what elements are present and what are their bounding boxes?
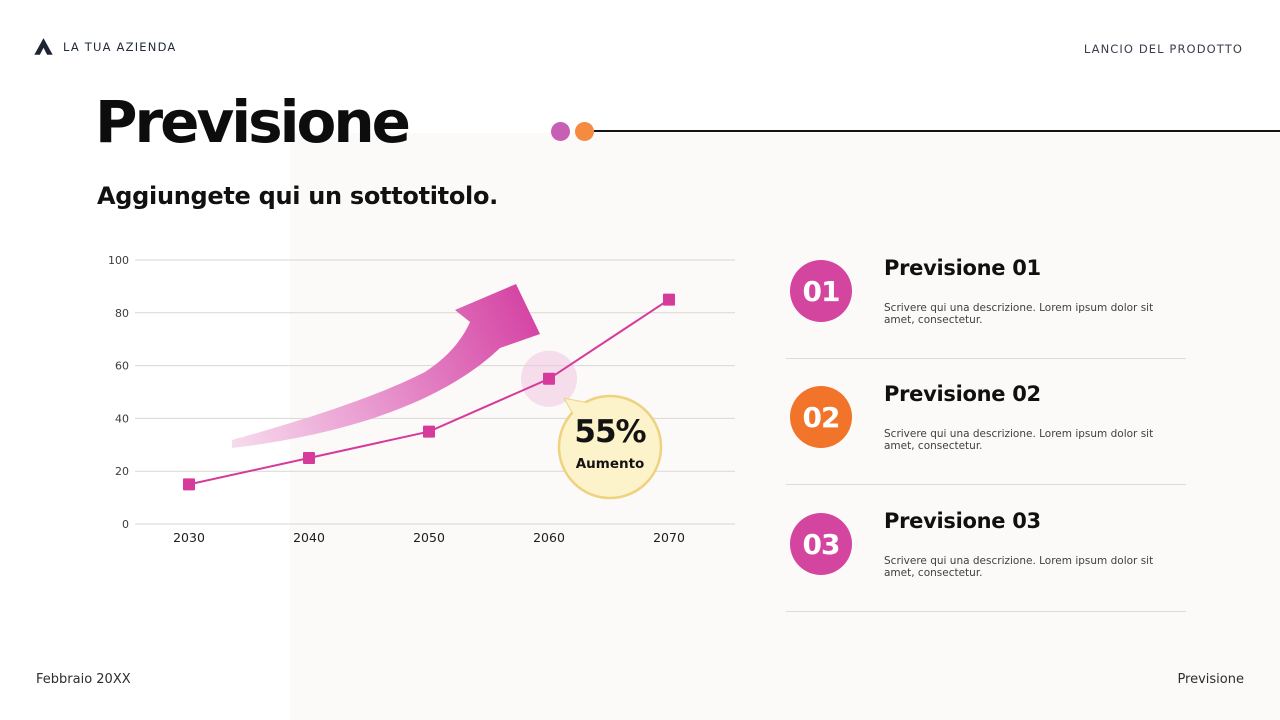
item-description: Scrivere qui una descrizione. Lorem ipsu…	[884, 428, 1154, 452]
svg-text:40: 40	[115, 412, 129, 425]
callout-value: 55%	[574, 414, 646, 450]
svg-text:2060: 2060	[533, 530, 565, 545]
background-panel	[290, 133, 1280, 720]
list-item: 03 Previsione 03 Scrivere qui una descri…	[786, 509, 1186, 637]
brand: LA TUA AZIENDA	[32, 36, 176, 57]
header-right-label: LANCIO DEL PRODOTTO	[1083, 42, 1243, 56]
svg-text:2040: 2040	[293, 530, 325, 545]
footer-page-label: Previsione	[1177, 672, 1244, 687]
item-title: Previsione 03	[884, 509, 1041, 533]
decorative-line	[594, 130, 1280, 132]
company-logo-icon	[34, 38, 53, 55]
data-point-marker	[423, 425, 435, 438]
data-point-marker	[303, 452, 315, 464]
item-title: Previsione 01	[884, 256, 1041, 280]
item-number-badge: 02	[790, 386, 852, 448]
item-number-badge: 03	[790, 513, 852, 575]
decorative-dot-pink	[551, 122, 570, 141]
item-number-badge: 01	[790, 260, 852, 322]
callout-label: Aumento	[576, 456, 645, 472]
footer-date: Febbraio 20XX	[36, 672, 131, 687]
divider	[786, 358, 1186, 359]
svg-text:80: 80	[115, 307, 129, 320]
svg-text:100: 100	[108, 254, 129, 267]
callout-bubble: 55% Aumento	[557, 394, 663, 500]
svg-text:2070: 2070	[653, 530, 685, 545]
data-point-marker	[543, 372, 555, 385]
svg-text:60: 60	[115, 360, 129, 373]
svg-text:0: 0	[122, 518, 129, 531]
divider	[786, 611, 1186, 612]
growth-arrow	[232, 284, 540, 448]
page-title: Previsione	[95, 88, 411, 156]
item-description: Scrivere qui una descrizione. Lorem ipsu…	[884, 302, 1154, 326]
brand-name: LA TUA AZIENDA	[63, 39, 177, 54]
x-axis-labels: 2030 2040 2050 2060 2070	[173, 530, 685, 545]
list-item: 02 Previsione 02 Scrivere qui una descri…	[786, 382, 1186, 510]
divider	[786, 484, 1186, 485]
forecast-chart: 0 20 40 60 80 100 2030 2040 2050 2060 2070 55% Aumen…	[85, 248, 745, 548]
svg-text:2050: 2050	[413, 530, 445, 545]
list-item: 01 Previsione 01 Scrivere qui una descri…	[786, 256, 1186, 384]
y-axis-labels: 0 20 40 60 80 100	[108, 254, 129, 531]
data-point-marker	[183, 478, 195, 491]
item-description: Scrivere qui una descrizione. Lorem ipsu…	[884, 555, 1154, 579]
stats-row: 100% Scrivere una descrizione. Lorem ips…	[0, 578, 760, 634]
page-subtitle: Aggiungete qui un sottotitolo.	[97, 182, 498, 210]
decorative-dot-orange	[575, 122, 594, 141]
svg-text:20: 20	[115, 465, 129, 478]
data-point-marker	[663, 293, 675, 306]
item-title: Previsione 02	[884, 382, 1041, 406]
svg-text:2030: 2030	[173, 530, 205, 545]
